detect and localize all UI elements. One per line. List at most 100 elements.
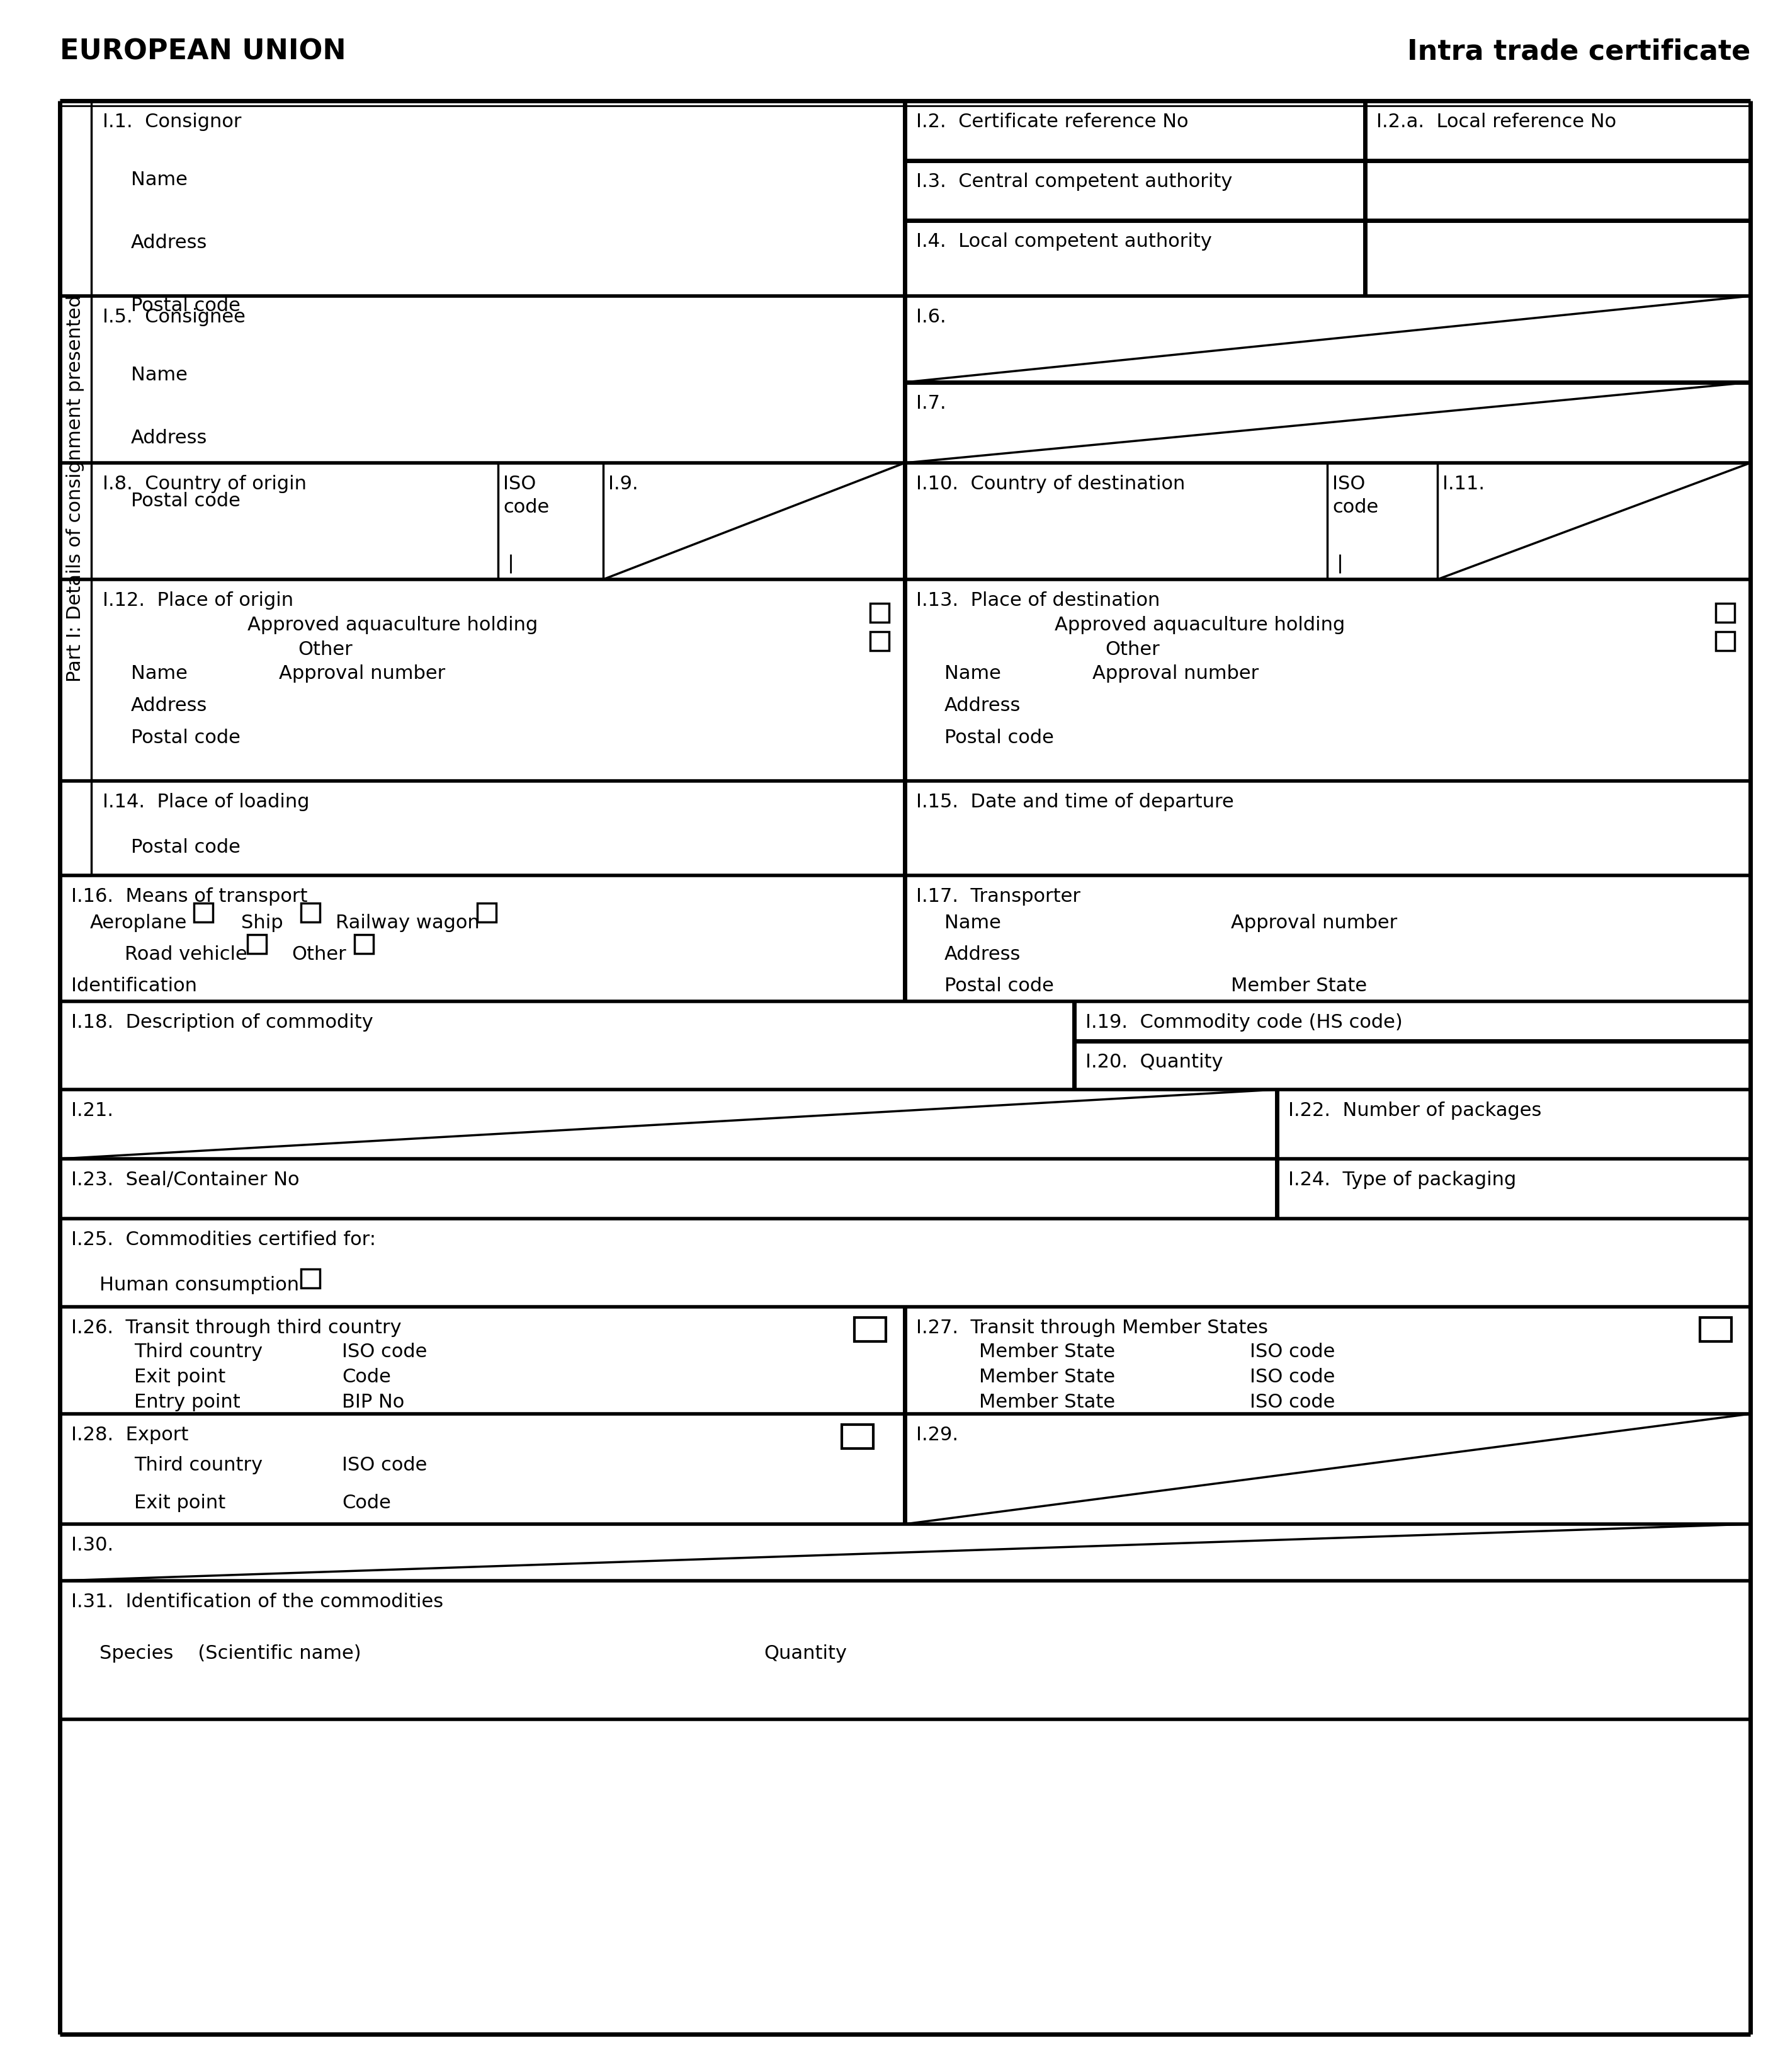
Text: Entry point: Entry point <box>134 1392 240 1411</box>
Text: Species    (Scientific name): Species (Scientific name) <box>100 1643 362 1662</box>
Text: ISO: ISO <box>503 474 535 493</box>
Text: I.5.  Consignee: I.5. Consignee <box>102 309 245 325</box>
Text: Approved aquaculture holding: Approved aquaculture holding <box>1054 615 1344 634</box>
Text: I.2.  Certificate reference No: I.2. Certificate reference No <box>916 112 1189 131</box>
Text: code: code <box>1332 497 1378 516</box>
Text: I.6.: I.6. <box>916 309 947 325</box>
Text: I.15.  Date and time of departure: I.15. Date and time of departure <box>916 794 1233 810</box>
Text: I.13.  Place of destination: I.13. Place of destination <box>916 591 1160 609</box>
Text: Postal code: Postal code <box>131 491 240 510</box>
Text: I.4.  Local competent authority: I.4. Local competent authority <box>916 232 1212 251</box>
Bar <box>247 934 267 953</box>
Text: EUROPEAN UNION: EUROPEAN UNION <box>59 37 345 64</box>
Text: ISO code: ISO code <box>1249 1343 1335 1361</box>
Bar <box>870 603 890 624</box>
Text: Name: Name <box>131 170 188 189</box>
Text: Member State: Member State <box>979 1343 1115 1361</box>
Text: I.21.: I.21. <box>72 1100 113 1119</box>
Text: Address: Address <box>945 696 1020 715</box>
Bar <box>1700 1318 1731 1343</box>
Text: Postal code: Postal code <box>131 837 240 856</box>
Text: I.7.: I.7. <box>916 394 947 412</box>
Text: Road vehicle: Road vehicle <box>125 945 247 963</box>
Text: ISO code: ISO code <box>1249 1368 1335 1386</box>
Text: I.18.  Description of commodity: I.18. Description of commodity <box>72 1013 372 1032</box>
Text: I.26.  Transit through third country: I.26. Transit through third country <box>72 1318 401 1336</box>
Text: Identification: Identification <box>72 976 197 995</box>
Text: I.8.  Country of origin: I.8. Country of origin <box>102 474 306 493</box>
Text: ISO: ISO <box>1332 474 1366 493</box>
Text: BIP No: BIP No <box>342 1392 405 1411</box>
Bar <box>478 903 496 922</box>
Text: Exit point: Exit point <box>134 1368 226 1386</box>
Bar <box>301 903 320 922</box>
Text: Railway wagon: Railway wagon <box>335 914 480 932</box>
Text: I.27.  Transit through Member States: I.27. Transit through Member States <box>916 1318 1267 1336</box>
Text: Approval number: Approval number <box>1232 914 1398 932</box>
Text: Member State: Member State <box>979 1392 1115 1411</box>
Text: Other: Other <box>297 640 353 659</box>
Text: Postal code: Postal code <box>945 976 1054 995</box>
Text: Part I: Details of consignment presented: Part I: Details of consignment presented <box>66 294 84 682</box>
Text: Member State: Member State <box>979 1368 1115 1386</box>
Text: Intra trade certificate: Intra trade certificate <box>1407 37 1751 64</box>
Text: I.25.  Commodities certified for:: I.25. Commodities certified for: <box>72 1231 376 1249</box>
Text: Name: Name <box>131 665 188 682</box>
Text: I.31.  Identification of the commodities: I.31. Identification of the commodities <box>72 1591 444 1610</box>
Text: I.3.  Central competent authority: I.3. Central competent authority <box>916 172 1232 191</box>
Text: Other: Other <box>1104 640 1160 659</box>
Text: I.11.: I.11. <box>1443 474 1484 493</box>
Text: Address: Address <box>131 234 208 253</box>
Text: Code: Code <box>342 1494 390 1513</box>
Text: Code: Code <box>342 1368 390 1386</box>
Text: I.20.  Quantity: I.20. Quantity <box>1085 1053 1223 1071</box>
Text: Name: Name <box>945 665 1001 682</box>
Text: Address: Address <box>945 945 1020 963</box>
Bar <box>193 903 213 922</box>
Bar <box>841 1426 874 1448</box>
Text: Name: Name <box>945 914 1001 932</box>
Text: I.23.  Seal/Container No: I.23. Seal/Container No <box>72 1171 299 1189</box>
Text: code: code <box>503 497 550 516</box>
Text: Member State: Member State <box>1232 976 1368 995</box>
Bar <box>354 934 374 953</box>
Text: Address: Address <box>131 429 208 448</box>
Text: ISO code: ISO code <box>342 1457 428 1473</box>
Text: Approval number: Approval number <box>1092 665 1258 682</box>
Text: I.17.  Transporter: I.17. Transporter <box>916 887 1081 905</box>
Text: Approval number: Approval number <box>279 665 446 682</box>
Bar <box>1715 603 1735 624</box>
Text: Approved aquaculture holding: Approved aquaculture holding <box>247 615 537 634</box>
Text: Aeroplane: Aeroplane <box>90 914 188 932</box>
Text: Name: Name <box>131 367 188 383</box>
Text: Postal code: Postal code <box>945 729 1054 746</box>
Text: Other: Other <box>292 945 345 963</box>
Text: Exit point: Exit point <box>134 1494 226 1513</box>
Text: I.2.a.  Local reference No: I.2.a. Local reference No <box>1377 112 1616 131</box>
Text: Ship: Ship <box>242 914 283 932</box>
Text: Third country: Third country <box>134 1457 263 1473</box>
Text: I.14.  Place of loading: I.14. Place of loading <box>102 794 310 810</box>
Text: I.22.  Number of packages: I.22. Number of packages <box>1289 1100 1541 1119</box>
Bar <box>1715 632 1735 651</box>
Text: Postal code: Postal code <box>131 729 240 746</box>
Text: I.24.  Type of packaging: I.24. Type of packaging <box>1289 1171 1516 1189</box>
Text: I.9.: I.9. <box>609 474 639 493</box>
Text: I.12.  Place of origin: I.12. Place of origin <box>102 591 294 609</box>
Bar <box>301 1270 320 1289</box>
Text: ISO code: ISO code <box>1249 1392 1335 1411</box>
Text: I.30.: I.30. <box>72 1535 113 1554</box>
Text: Third country: Third country <box>134 1343 263 1361</box>
Text: Address: Address <box>131 696 208 715</box>
Text: I.28.  Export: I.28. Export <box>72 1426 188 1444</box>
Text: ISO code: ISO code <box>342 1343 428 1361</box>
Text: I.19.  Commodity code (HS code): I.19. Commodity code (HS code) <box>1085 1013 1403 1032</box>
Text: Quantity: Quantity <box>764 1643 847 1662</box>
Text: I.16.  Means of transport: I.16. Means of transport <box>72 887 308 905</box>
Text: I.1.  Consignor: I.1. Consignor <box>102 112 242 131</box>
Text: I.10.  Country of destination: I.10. Country of destination <box>916 474 1185 493</box>
Text: I.29.: I.29. <box>916 1426 958 1444</box>
Bar <box>870 632 890 651</box>
Text: Postal code: Postal code <box>131 296 240 315</box>
Text: Human consumption: Human consumption <box>100 1276 299 1293</box>
